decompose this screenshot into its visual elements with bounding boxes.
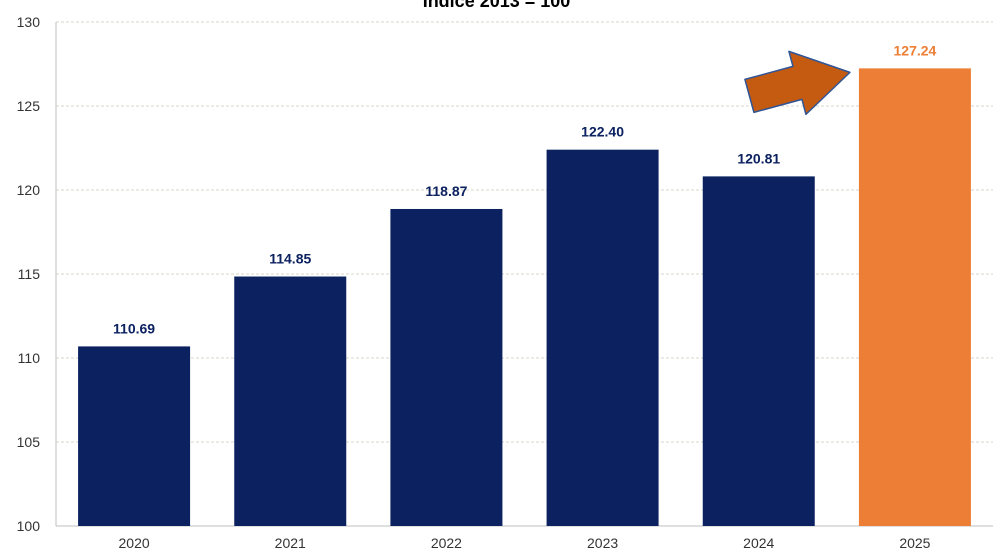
y-tick-label: 110 <box>18 350 41 366</box>
data-label: 110.69 <box>113 320 155 336</box>
data-label: 122.40 <box>581 124 624 140</box>
data-label: 114.85 <box>269 251 311 267</box>
data-label: 118.87 <box>425 183 467 199</box>
y-tick-label: 115 <box>18 266 41 282</box>
data-label: 120.81 <box>737 150 780 166</box>
y-tick-label: 125 <box>17 98 41 114</box>
bar <box>390 208 503 526</box>
x-tick-label: 2023 <box>587 535 618 551</box>
chart-title: Índice 2013 = 100 <box>422 0 571 11</box>
x-tick-label: 2020 <box>119 535 150 551</box>
bar <box>702 176 815 526</box>
y-tick-label: 100 <box>17 518 41 534</box>
y-tick-label: 105 <box>17 434 41 450</box>
x-tick-label: 2022 <box>431 535 462 551</box>
y-tick-label: 120 <box>17 182 41 198</box>
y-tick-label: 130 <box>17 14 41 30</box>
data-label: 127.24 <box>894 42 937 58</box>
bar <box>78 346 191 526</box>
annotation-arrow <box>744 50 851 116</box>
x-tick-label: 2025 <box>899 535 930 551</box>
bar <box>234 276 347 526</box>
bar <box>858 68 971 527</box>
bar <box>546 149 659 526</box>
x-tick-label: 2021 <box>275 535 306 551</box>
x-tick-label: 2024 <box>743 535 774 551</box>
